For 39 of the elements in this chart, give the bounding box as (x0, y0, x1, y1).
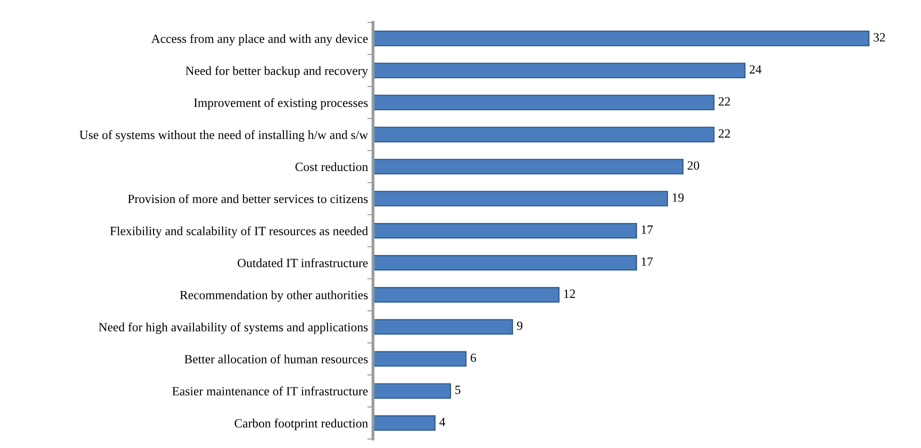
y-tick-label: Use of systems without the need of installing h/w and s/w (80, 130, 368, 142)
bar (373, 62, 746, 78)
y-tick-label: Improvement of existing processes (194, 98, 368, 110)
y-tick-label: Need for better backup and recovery (186, 66, 368, 78)
bar (373, 383, 452, 399)
bar (373, 287, 560, 303)
data-label: 32 (874, 33, 885, 42)
data-label: 17 (642, 258, 653, 266)
bar (373, 255, 638, 271)
y-tick-label: Recommendation by other authorities (180, 290, 368, 302)
data-label: 20 (688, 161, 700, 170)
data-label: 24 (750, 65, 762, 74)
data-label: 19 (672, 193, 684, 202)
data-label: 5 (455, 386, 460, 394)
y-tick-label: Better allocation of human resources (184, 354, 368, 364)
y-tick-label: Cost reduction (295, 162, 368, 172)
bar (373, 351, 467, 367)
y-tick-label: Carbon footprint reduction (234, 418, 368, 430)
bar (373, 126, 715, 142)
bar (373, 158, 684, 174)
bar (373, 222, 638, 238)
data-label: 22 (718, 129, 730, 138)
bar (373, 94, 715, 110)
bar (373, 190, 668, 206)
y-tick-label: Easier maintenance of IT infrastructure (172, 386, 368, 396)
data-label: 4 (439, 418, 446, 426)
bar (373, 415, 436, 431)
y-tick-label: Outdated IT infrastructure (238, 258, 368, 268)
bar (373, 30, 870, 46)
y-tick-label: Provision of more and better services to citizens (128, 194, 368, 204)
y-tick-label: Access from any place and with any device (151, 34, 368, 46)
y-tick-label: Need for high availability of systems and applications (98, 322, 368, 334)
y-tick-label: Flexibility and scalability of IT resources as needed (110, 226, 368, 238)
bar (373, 319, 514, 335)
data-label: 9 (517, 322, 522, 330)
data-label: 6 (470, 354, 476, 362)
data-label: 17 (642, 225, 653, 234)
data-label: 12 (564, 290, 575, 298)
data-label: 22 (718, 97, 730, 106)
